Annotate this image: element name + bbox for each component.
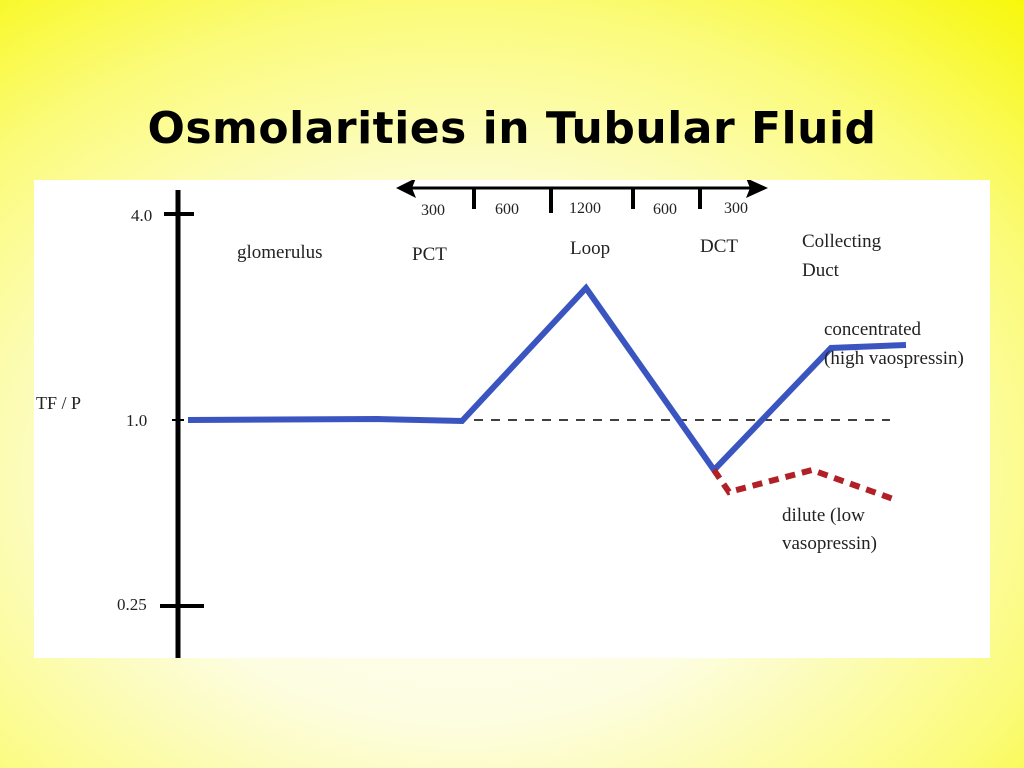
osmolarity-value-2: 600 [495,201,519,218]
concentrated-label-line2: (high vaospressin) [824,348,964,369]
osmolarity-value-3: 1200 [569,200,601,217]
tubular-fluid-chart: 4.0 1.0 0.25 TF / P 300 600 1200 600 300… [36,180,964,658]
dilute-label-line2: vasopressin) [782,533,877,554]
y-tick-label-1: 1.0 [126,411,147,430]
concentrated-label-line1: concentrated [824,319,922,340]
dilute-label-line1: dilute (low [782,505,865,526]
y-tick-label-4: 4.0 [131,206,152,225]
osmolarity-arrow-right-head [746,180,768,198]
osmolarity-value-5: 300 [724,200,748,217]
segment-label-collecting: Collecting [802,231,882,252]
osmolarity-arrow-left-head [396,180,416,198]
series-concentrated [187,283,907,475]
series-dilute [711,466,898,503]
y-tick-label-025: 0.25 [117,595,147,614]
segment-label-duct: Duct [802,260,840,281]
osmolarity-value-4: 600 [653,201,677,218]
slide-title: Osmolarities in Tubular Fluid [147,103,877,154]
y-axis-label: TF / P [36,393,81,413]
segment-label-loop: Loop [570,238,610,259]
segment-label-dct: DCT [700,236,738,257]
segment-label-glomerulus: glomerulus [237,242,323,263]
chart-panel: 4.0 1.0 0.25 TF / P 300 600 1200 600 300… [34,180,990,658]
segment-label-pct: PCT [412,244,447,265]
osmolarity-value-1: 300 [421,202,445,219]
